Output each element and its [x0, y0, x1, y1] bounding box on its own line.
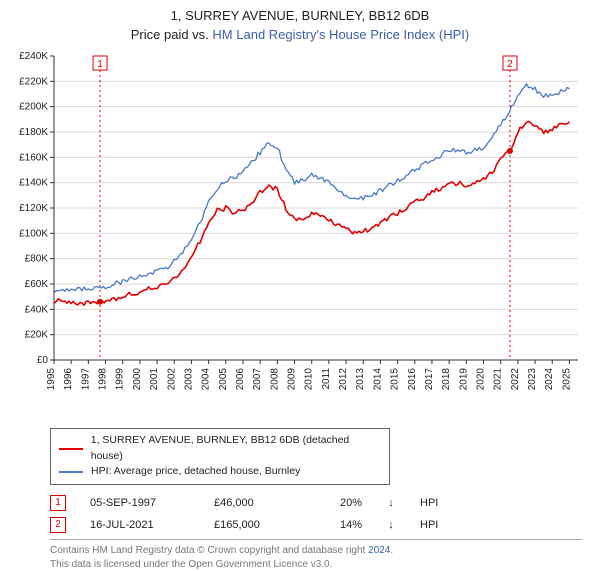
legend-item: 1, SURREY AVENUE, BURNLEY, BB12 6DB (det…	[59, 433, 381, 465]
chart-title: 1, SURREY AVENUE, BURNLEY, BB12 6DB Pric…	[10, 8, 590, 44]
svg-text:1995: 1995	[46, 367, 57, 390]
svg-text:2000: 2000	[132, 367, 143, 390]
svg-text:2001: 2001	[149, 367, 160, 390]
marker-badge: 2	[50, 517, 66, 533]
transactions-table: 1 05-SEP-1997 £46,000 20% ↓ HPI 2 16-JUL-2021 £1…	[50, 495, 582, 533]
svg-text:£120K: £120K	[19, 203, 48, 214]
down-arrow-icon: ↓	[386, 497, 396, 509]
svg-text:2018: 2018	[441, 367, 452, 390]
svg-text:£20K: £20K	[25, 329, 49, 340]
svg-text:2011: 2011	[321, 367, 332, 389]
svg-text:2022: 2022	[510, 367, 521, 390]
svg-text:£60K: £60K	[25, 279, 49, 290]
svg-text:2014: 2014	[372, 367, 383, 390]
svg-text:£100K: £100K	[19, 228, 48, 239]
footer-license: Contains HM Land Registry data © Crown c…	[50, 539, 582, 571]
svg-text:2003: 2003	[183, 367, 194, 390]
hpi-link[interactable]: HM Land Registry's House Price Index (HP…	[212, 27, 469, 42]
transaction-date: 05-SEP-1997	[90, 497, 190, 509]
svg-text:2008: 2008	[269, 367, 280, 390]
svg-text:2007: 2007	[252, 367, 263, 390]
svg-text:2025: 2025	[561, 367, 572, 390]
svg-text:2002: 2002	[166, 367, 177, 390]
svg-text:1997: 1997	[80, 367, 91, 390]
svg-text:£140K: £140K	[19, 177, 48, 188]
legend: 1, SURREY AVENUE, BURNLEY, BB12 6DB (det…	[50, 428, 390, 485]
svg-text:2020: 2020	[476, 367, 487, 390]
transaction-pct: 20%	[310, 497, 362, 509]
transaction-price: £46,000	[214, 497, 286, 509]
svg-text:£180K: £180K	[19, 127, 48, 138]
svg-text:2012: 2012	[338, 367, 349, 390]
svg-text:2016: 2016	[407, 367, 418, 390]
svg-text:2017: 2017	[424, 367, 435, 390]
svg-text:1999: 1999	[115, 367, 126, 390]
svg-text:£80K: £80K	[25, 253, 49, 264]
transaction-date: 16-JUL-2021	[90, 519, 190, 531]
svg-text:£220K: £220K	[19, 76, 48, 87]
svg-text:2013: 2013	[355, 367, 366, 390]
svg-text:1996: 1996	[63, 367, 74, 390]
marker-badge: 1	[50, 495, 66, 511]
svg-text:2010: 2010	[304, 367, 315, 390]
transaction-tag: HPI	[420, 519, 450, 531]
svg-text:2021: 2021	[493, 367, 504, 390]
chart: £0 £20K £40K £60K £80K £100K £120K £140K £160K £1…	[10, 52, 590, 422]
legend-item: HPI: Average price, detached house, Burn…	[59, 464, 381, 480]
legend-label: 1, SURREY AVENUE, BURNLEY, BB12 6DB (det…	[91, 433, 381, 465]
svg-text:2005: 2005	[218, 367, 229, 390]
transaction-row: 2 16-JUL-2021 £165,000 14% ↓ HPI	[50, 517, 582, 533]
svg-text:1998: 1998	[98, 367, 109, 390]
down-arrow-icon: ↓	[386, 519, 396, 531]
svg-text:£40K: £40K	[25, 304, 49, 315]
svg-text:2004: 2004	[201, 367, 212, 390]
svg-text:2015: 2015	[390, 367, 401, 390]
svg-text:1: 1	[97, 59, 103, 70]
svg-text:2009: 2009	[287, 367, 298, 390]
svg-text:2006: 2006	[235, 367, 246, 390]
transaction-row: 1 05-SEP-1997 £46,000 20% ↓ HPI	[50, 495, 582, 511]
svg-text:£0: £0	[37, 355, 49, 366]
svg-text:2024: 2024	[544, 367, 555, 390]
transaction-price: £165,000	[214, 519, 286, 531]
svg-text:£240K: £240K	[19, 52, 48, 62]
svg-text:£200K: £200K	[19, 101, 48, 112]
svg-text:2023: 2023	[527, 367, 538, 390]
title-subtitle: Price paid vs. HM Land Registry's House …	[10, 27, 590, 44]
svg-text:2: 2	[507, 59, 513, 70]
transaction-tag: HPI	[420, 497, 450, 509]
footer-year-link[interactable]: 2024	[368, 545, 390, 556]
legend-label: HPI: Average price, detached house, Burn…	[91, 464, 300, 480]
svg-text:2019: 2019	[458, 367, 469, 390]
transaction-pct: 14%	[310, 519, 362, 531]
title-address: 1, SURREY AVENUE, BURNLEY, BB12 6DB	[10, 8, 590, 25]
chart-svg: £0 £20K £40K £60K £80K £100K £120K £140K £160K £1…	[10, 52, 590, 412]
svg-text:£160K: £160K	[19, 152, 48, 163]
